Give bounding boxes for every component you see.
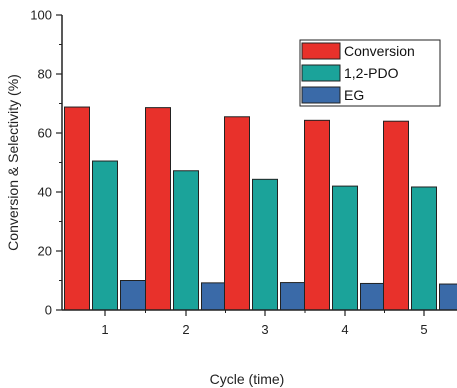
- legend-label: 1,2-PDO: [344, 65, 399, 81]
- legend-swatch: [301, 64, 341, 82]
- bar-conversion-cycle-4: [304, 119, 330, 311]
- bar-conversion-cycle-5: [383, 120, 409, 311]
- y-tick-label: 100: [30, 8, 52, 23]
- y-tick-label: 20: [38, 244, 52, 259]
- bar-eg-cycle-5: [439, 283, 457, 311]
- x-tick-label: 1: [101, 322, 108, 337]
- legend-label: EG: [344, 87, 364, 103]
- legend-label: Conversion: [344, 43, 415, 59]
- bar-eg-cycle-3: [280, 282, 306, 311]
- x-tick-label: 2: [182, 322, 189, 337]
- y-axis-ticks: 0 20 40 60 80 100: [30, 8, 62, 318]
- bar-1-2-pdo-cycle-3: [252, 178, 278, 311]
- legend-swatch: [301, 86, 341, 104]
- bar-conversion-cycle-1: [64, 106, 90, 311]
- legend: Conversion 1,2-PDO EG: [299, 39, 441, 107]
- bar-eg-cycle-4: [360, 282, 386, 311]
- y-tick-label: 40: [38, 185, 52, 200]
- bars-group: [64, 106, 457, 311]
- legend-swatch: [301, 42, 341, 60]
- y-tick-label: 80: [38, 67, 52, 82]
- bar-eg-cycle-2: [201, 282, 227, 311]
- bar-1-2-pdo-cycle-2: [173, 170, 199, 311]
- bar-1-2-pdo-cycle-4: [332, 185, 358, 311]
- bar-1-2-pdo-cycle-1: [92, 160, 118, 311]
- x-tick-label: 5: [420, 322, 427, 337]
- x-tick-label: 3: [261, 322, 268, 337]
- bar-conversion-cycle-2: [145, 107, 171, 311]
- bar-1-2-pdo-cycle-5: [411, 186, 437, 311]
- bar-conversion-cycle-3: [224, 116, 250, 311]
- y-axis-title: Conversion & Selectivity (%): [5, 74, 21, 251]
- y-tick-label: 0: [45, 303, 52, 318]
- x-tick-label: 4: [341, 322, 348, 337]
- x-axis-title: Cycle (time): [210, 371, 285, 387]
- x-axis-ticks: 1 2 3 4 5: [101, 310, 428, 337]
- y-tick-label: 60: [38, 126, 52, 141]
- bar-eg-cycle-1: [120, 280, 146, 311]
